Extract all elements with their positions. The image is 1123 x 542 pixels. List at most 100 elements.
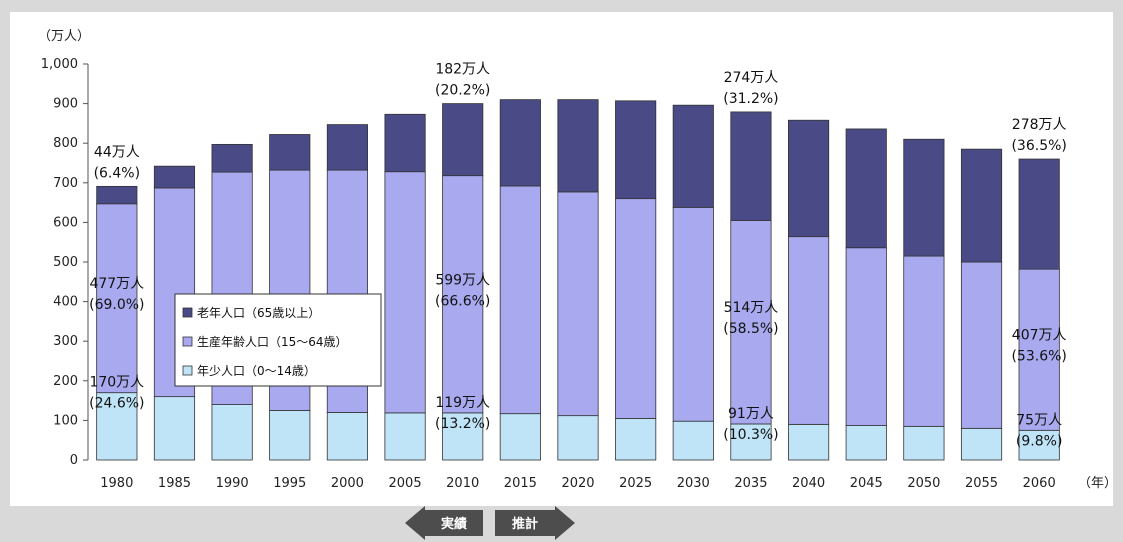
bar-segment	[672, 104, 714, 208]
legend-swatch	[182, 365, 193, 376]
bar-segment	[442, 175, 484, 414]
bar-segment	[788, 119, 830, 238]
bar-segment	[96, 203, 138, 394]
x-tick-label: 2025	[619, 476, 652, 491]
bar-segment	[153, 396, 196, 461]
bar-segment	[672, 420, 714, 461]
bar-segment	[96, 185, 138, 205]
data-label: (69.0%)	[89, 297, 144, 313]
bar-segment	[615, 198, 657, 419]
bar-segment	[499, 185, 541, 415]
data-label: (10.3%)	[723, 427, 778, 443]
y-tick-label: 100	[53, 413, 78, 428]
data-label: (9.8%)	[1016, 433, 1063, 449]
bar-segment	[326, 124, 368, 171]
data-label: (66.6%)	[435, 293, 490, 309]
bar-segment	[615, 418, 657, 461]
data-label: 75万人	[1016, 412, 1062, 428]
bar-segment	[557, 99, 599, 193]
y-tick-label: 600	[53, 215, 78, 230]
legend: 老年人口（65歳以上） 生産年齢人口（15～64歳） 年少人口（0～14歳）	[174, 293, 382, 387]
x-tick-label: 2030	[677, 476, 710, 491]
x-tick-label: 1990	[216, 476, 249, 491]
bar-segment	[442, 412, 484, 461]
legend-label: 老年人口（65歳以上）	[197, 306, 320, 320]
x-axis-labels: 1980 1985 1990 1995 2000 2005 2010 2015 2020 2025…	[100, 476, 1055, 491]
bar-segment	[499, 413, 541, 461]
bar-segment	[903, 425, 945, 461]
legend-box	[174, 293, 382, 387]
y-tick-label: 400	[53, 295, 78, 310]
bar-segment	[557, 191, 599, 417]
bar-segment	[211, 143, 253, 173]
legend-label: 生産年齢人口（15～64歳）	[197, 334, 348, 349]
x-tick-label: 2050	[907, 476, 940, 491]
data-label: (24.6%)	[89, 396, 144, 412]
legend-swatch	[182, 336, 193, 347]
y-unit-label: （万人）	[38, 29, 90, 44]
data-label: 599万人	[435, 272, 490, 288]
x-tick-label: 2000	[331, 476, 364, 491]
bar-segment	[211, 404, 253, 461]
data-label: 274万人	[724, 70, 779, 86]
data-label: (31.2%)	[723, 91, 778, 107]
bar-segment	[788, 423, 830, 461]
x-tick-label: 2055	[965, 476, 998, 491]
legend-label: 年少人口（0～14歳）	[197, 364, 316, 378]
projected-label: 推計	[512, 516, 538, 532]
data-label: 407万人	[1012, 328, 1067, 344]
y-tick-label: 500	[53, 255, 78, 270]
bar-segment	[730, 111, 772, 221]
bar-segment	[1018, 158, 1060, 270]
data-label: (13.2%)	[435, 416, 490, 432]
legend-swatch	[182, 307, 193, 318]
data-label: (36.5%)	[1011, 138, 1066, 154]
y-tick-label: 200	[53, 374, 78, 389]
bar-segment	[269, 134, 311, 171]
x-tick-label: 2040	[792, 476, 825, 491]
actual-arrow-left	[405, 506, 425, 540]
data-label: (20.2%)	[435, 83, 490, 99]
bar-segment	[1018, 429, 1060, 461]
bar-segment	[442, 103, 484, 177]
bar-segment	[384, 171, 426, 414]
x-tick-label: 2015	[504, 476, 537, 491]
bar-segment	[730, 220, 772, 425]
bar-segment	[960, 261, 1003, 429]
x-tick-label: 2035	[734, 476, 767, 491]
data-label: 44万人	[94, 144, 140, 160]
x-tick-label: 1980	[100, 476, 133, 491]
x-unit-label: （年）	[1078, 476, 1113, 491]
bar-segment	[153, 165, 196, 189]
bar-segment	[96, 392, 138, 461]
bar-segment	[960, 148, 1003, 263]
data-label: 170万人	[89, 375, 144, 391]
y-tick-label: 300	[53, 334, 78, 349]
data-label: 182万人	[435, 62, 490, 78]
bar-segment	[615, 100, 657, 200]
y-tick-label: 800	[53, 136, 78, 151]
x-tick-label: 1995	[273, 476, 306, 491]
bar-segment	[326, 412, 368, 461]
bar-segment	[384, 113, 426, 173]
x-tick-label: 2010	[446, 476, 479, 491]
bar-segment	[269, 410, 311, 461]
x-tick-label: 1985	[158, 476, 191, 491]
bar-segment	[903, 138, 945, 257]
data-label: 278万人	[1012, 117, 1067, 133]
projected-arrow-right	[555, 506, 575, 540]
data-label: (53.6%)	[1011, 349, 1066, 365]
actual-label: 実績	[441, 516, 467, 532]
bar-segment	[1018, 268, 1060, 431]
projected-arrow-body	[495, 510, 555, 536]
annotations-group: 44万人 (6.4%) 477万人 (69.0%) 170万人 (24.6%) 182万人 (…	[89, 62, 1067, 450]
y-tick-label: 700	[53, 176, 78, 191]
x-tick-label: 2005	[389, 476, 422, 491]
bar-segment	[903, 255, 945, 427]
bar-segment	[960, 427, 1003, 461]
x-tick-label: 2045	[850, 476, 883, 491]
chart-panel: （万人） （年） 0 100 200 300 400 500 600 700 800 900 1,0…	[10, 12, 1113, 506]
bar-segment	[845, 425, 887, 461]
data-label: 514万人	[724, 300, 779, 316]
bar-segment	[845, 128, 887, 249]
